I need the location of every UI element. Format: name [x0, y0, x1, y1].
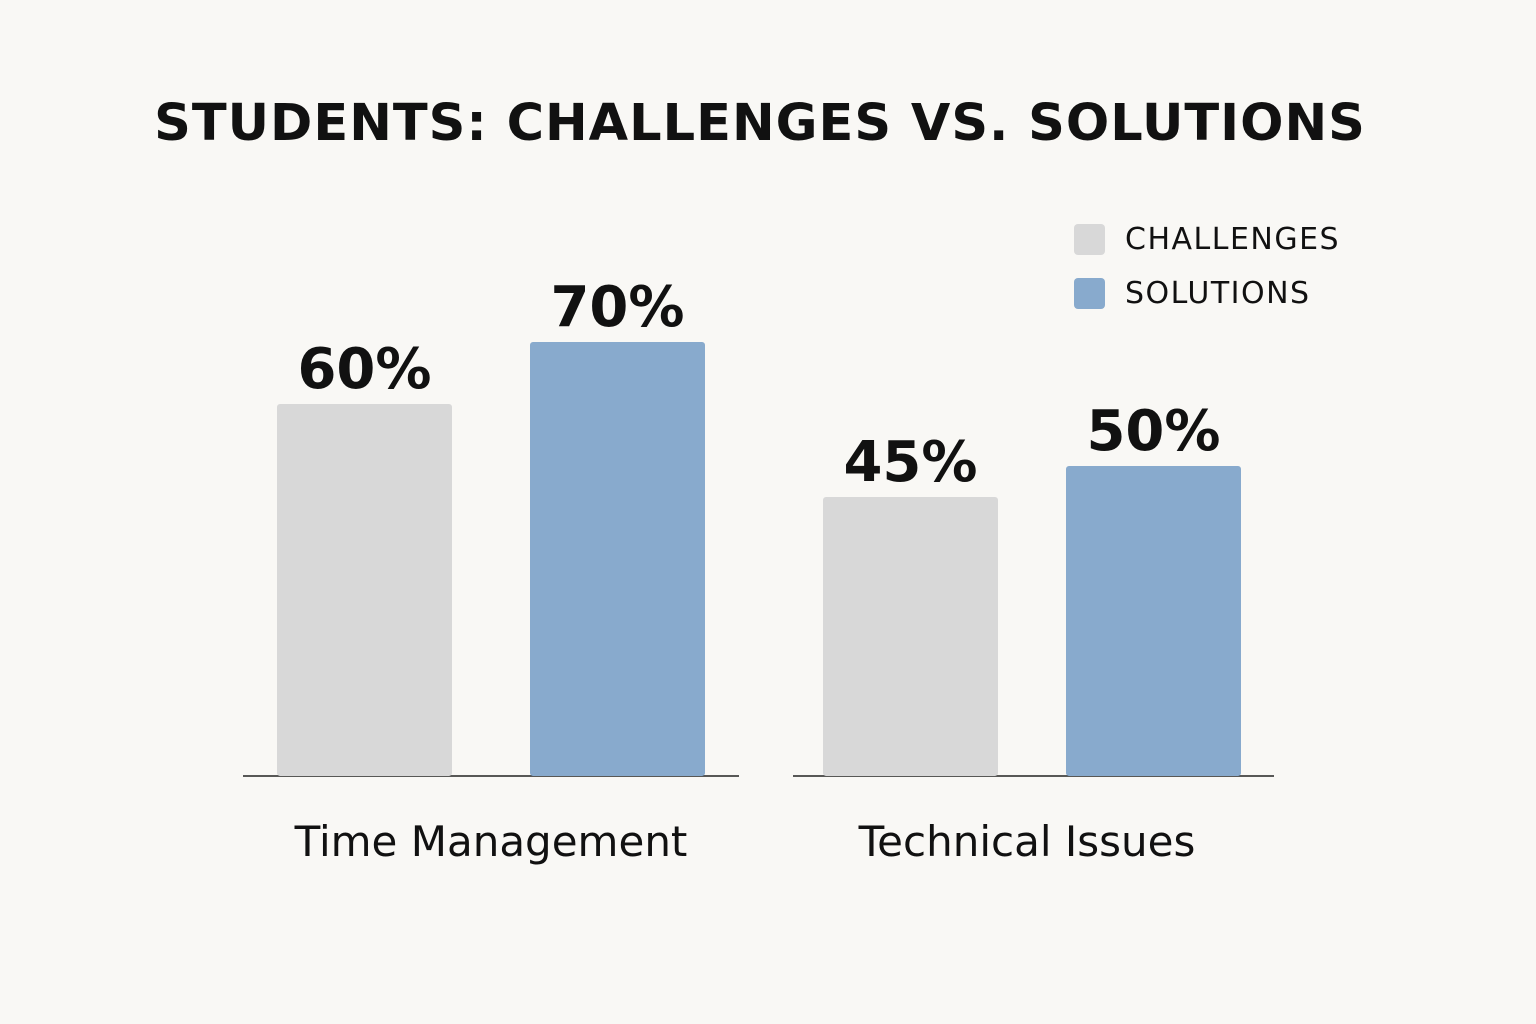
bar-solutions-time-management [530, 342, 705, 776]
category-label-time-management: Time Management [294, 817, 688, 866]
legend-label-challenges: CHALLENGES [1125, 221, 1341, 257]
bar-solutions-technical-issues [1066, 466, 1241, 776]
bar-challenges-technical-issues [823, 497, 998, 776]
data-label-challenges-time-management: 60% [297, 337, 431, 402]
legend-swatch-solutions [1074, 277, 1105, 309]
category-label-technical-issues: Technical Issues [858, 817, 1196, 866]
data-label-solutions-time-management: 70% [550, 275, 684, 340]
bar-challenges-time-management [277, 404, 452, 776]
legend-label-solutions: SOLUTIONS [1125, 275, 1311, 311]
legend-item-solutions: SOLUTIONS [1074, 275, 1311, 311]
legend-swatch-challenges [1074, 223, 1105, 255]
chart-title: STUDENTS: CHALLENGES VS. SOLUTIONS [154, 94, 1366, 153]
data-label-challenges-technical-issues: 45% [843, 430, 977, 495]
legend-item-challenges: CHALLENGES [1074, 221, 1341, 257]
data-label-solutions-technical-issues: 50% [1086, 399, 1220, 464]
